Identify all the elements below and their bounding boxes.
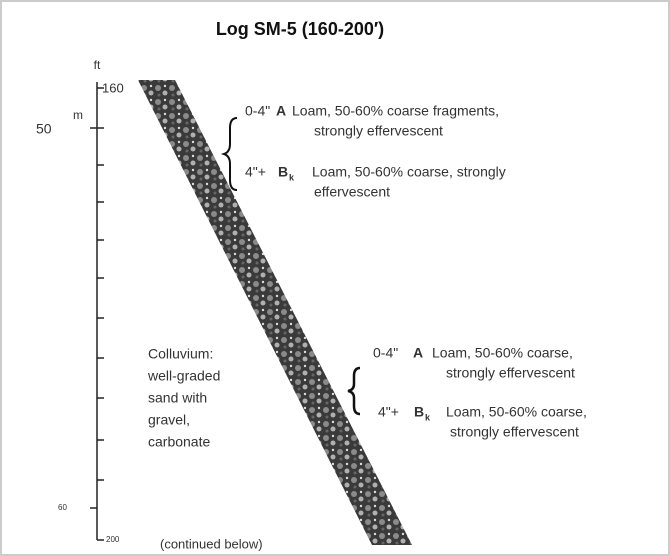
horizon-subscript: k (425, 412, 431, 422)
description: strongly effervescent (450, 424, 579, 440)
ft-bottom: 200 (106, 535, 120, 544)
unit-line: gravel, (148, 412, 190, 428)
horizon: B (414, 404, 424, 420)
annotations: 0-4" A Loam, 50-60% coarse fragments, stron… (245, 103, 587, 440)
horizon: A (413, 345, 423, 361)
unit-label: Colluvium: well-graded sand with gravel, car… (147, 346, 220, 450)
horizon: B (278, 164, 288, 180)
brace (220, 117, 238, 191)
horizon: A (276, 103, 286, 119)
description: Loam, 50-60% coarse, strongly (312, 164, 506, 180)
unit-line: Colluvium: (148, 346, 213, 362)
soil-column (138, 80, 412, 545)
depth-scale (90, 82, 104, 541)
description: Loam, 50-60% coarse, (446, 404, 587, 420)
description: Loam, 50-60% coarse fragments, (292, 103, 499, 119)
footer: (continued below) (160, 536, 263, 551)
ft-top: 160 (102, 80, 124, 95)
m-top: 50 (36, 121, 52, 137)
depth: 4"+ (245, 164, 266, 180)
unit-line: sand with (148, 390, 207, 406)
depth: 0-4" (245, 103, 270, 119)
depth: 0-4" (373, 345, 398, 361)
title: Log SM-5 (160-200′) (216, 19, 384, 39)
m-bottom: 60 (58, 503, 67, 512)
ft-label: ft (94, 58, 101, 72)
horizon-subscript: k (289, 172, 295, 182)
m-label: m (73, 108, 83, 122)
depth: 4"+ (378, 404, 399, 420)
unit-line: carbonate (148, 434, 210, 450)
description: effervescent (314, 184, 390, 200)
description: Loam, 50-60% coarse, (432, 345, 573, 361)
description: strongly effervescent (446, 365, 575, 381)
unit-line: well-graded (147, 368, 220, 384)
brace (347, 366, 361, 416)
description: strongly effervescent (314, 123, 443, 139)
